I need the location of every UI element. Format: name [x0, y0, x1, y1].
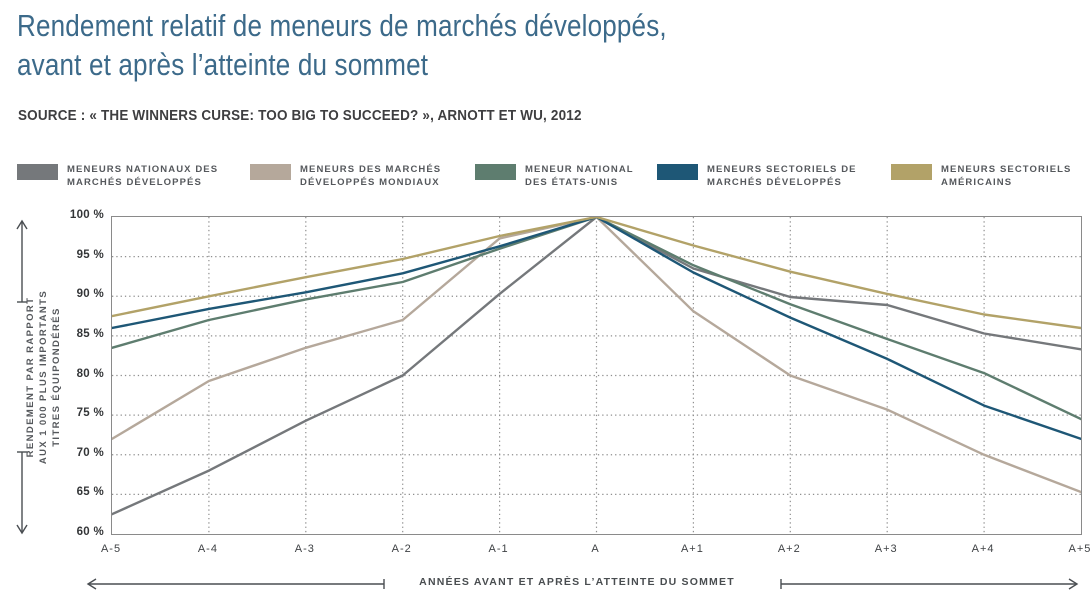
legend-swatch-icon [891, 164, 932, 180]
x-tick-label: A-3 [294, 543, 315, 555]
x-tick-label: A-1 [488, 543, 509, 555]
y-tick-label: 90 % [76, 288, 104, 301]
series-line-3 [112, 217, 1081, 421]
legend-item: MENEUR NATIONAL DES ÉTATS-UNIS [475, 163, 634, 189]
x-axis-right-arrow-icon [780, 578, 1079, 590]
x-tick-label: A+4 [971, 543, 995, 555]
x-tick-label: A [591, 543, 600, 555]
y-tick-label: 65 % [76, 486, 104, 499]
x-tick-label: A-4 [197, 543, 218, 555]
legend-swatch-icon [17, 164, 58, 180]
series-line-2 [112, 217, 1081, 494]
x-tick-label: A+1 [680, 543, 704, 555]
legend-swatch-icon [250, 164, 291, 180]
x-axis-title: ANNÉES AVANT ET APRÈS L’ATTEINTE DU SOMM… [419, 576, 735, 588]
legend-item: MENEURS DES MARCHÉS DÉVELOPPÉS MONDIAUX [250, 163, 441, 189]
series-line-4 [112, 217, 1081, 441]
legend-item: MENEURS NATIONAUX DES MARCHÉS DÉVELOPPÉS [17, 163, 218, 189]
page-title-line1: Rendement relatif de meneurs de marchés … [17, 8, 667, 43]
y-axis-title-line1: RENDEMENT PAR RAPPORT [25, 296, 36, 458]
y-tick-label: 60 % [76, 526, 104, 538]
y-tick-label: 75 % [76, 407, 104, 420]
legend-label: MENEURS DES MARCHÉS DÉVELOPPÉS MONDIAUX [300, 164, 442, 188]
legend-item: MENEURS SECTORIELS AMÉRICAINS [891, 163, 1071, 189]
page-title-line2: avant et après l’atteinte du sommet [17, 47, 429, 82]
series-line-5 [112, 217, 1081, 330]
legend-item: MENEURS SECTORIELS DE MARCHÉS DÉVELOPPÉS [657, 163, 857, 189]
legend-label: MENEURS SECTORIELS AMÉRICAINS [941, 164, 1072, 188]
x-tick-label: A+3 [874, 543, 898, 555]
x-tick-label: A+5 [1068, 543, 1092, 555]
y-tick-label: 80 % [76, 367, 104, 380]
legend-label: MENEURS SECTORIELS DE MARCHÉS DÉVELOPPÉS [707, 164, 857, 188]
y-tick-label: 95 % [76, 248, 104, 261]
y-tick-label: 85 % [76, 327, 104, 340]
plot-area [111, 216, 1082, 535]
x-tick-label: A-5 [100, 543, 122, 555]
legend-label: MENEURS NATIONAUX DES MARCHÉS DÉVELOPPÉS [67, 164, 219, 188]
x-axis-left-arrow-icon [86, 578, 385, 590]
x-tick-label: A-2 [391, 543, 412, 555]
line-chart [112, 217, 1081, 534]
source-citation: SOURCE : « THE WINNERS CURSE: TOO BIG TO… [18, 108, 582, 124]
x-tick-label: A+2 [777, 543, 801, 555]
y-tick-label: 100 % [69, 209, 104, 221]
y-axis-double-arrow-icon [16, 219, 28, 535]
legend-swatch-icon [475, 164, 516, 180]
page-title: Rendement relatif de meneurs de marchés … [17, 6, 667, 84]
legend-label: MENEUR NATIONAL DES ÉTATS-UNIS [525, 164, 634, 188]
series-line-1 [112, 217, 1081, 516]
y-tick-label: 70 % [76, 446, 104, 459]
legend-swatch-icon [657, 164, 698, 180]
